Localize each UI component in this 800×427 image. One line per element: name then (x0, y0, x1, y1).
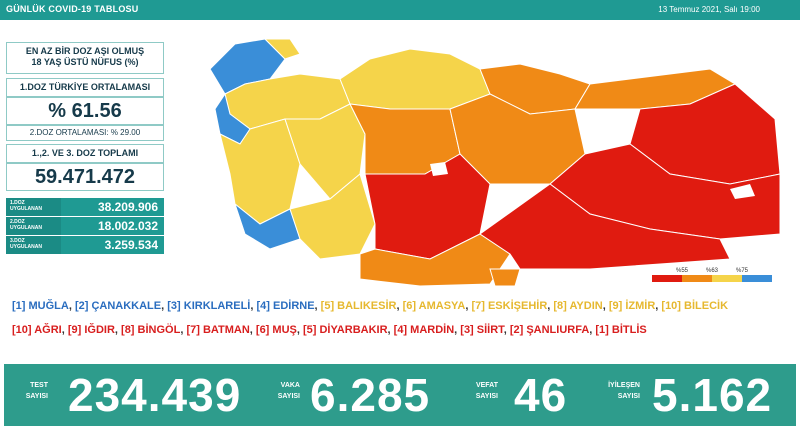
header-bar: GÜNLÜK COVID-19 TABLOSU 13 Temmuz 2021, … (0, 0, 800, 20)
worst-item: [10] AĞRI (12, 324, 62, 336)
map-region-van-lake (730, 184, 755, 199)
dose1-value: % 61.56 (48, 100, 122, 122)
test-label: TEST SAYISI (25, 382, 48, 400)
dose-row-label: 3.DOZ UYGULANAN (6, 236, 61, 254)
map-region-istanbul (263, 38, 301, 60)
worst-item: [8] BİNGÖL (121, 324, 181, 336)
panel-heading-line2: 18 YAŞ ÜSTÜ NÜFUS (%) (31, 57, 139, 67)
total-title-box: 1.,2. VE 3. DOZ TOPLAMI (6, 144, 164, 163)
worst-item: [3] SİİRT (460, 324, 504, 336)
legend-swatch-yellow (712, 275, 742, 282)
legend-swatch-blue (742, 275, 772, 282)
map-region-southeast (479, 183, 731, 270)
best-item: [9] İZMİR (608, 300, 656, 312)
death-count: 46 (514, 369, 568, 421)
dose2-average-box: 2.DOZ ORTALAMASI: % 29.00 (6, 125, 164, 141)
legend-swatch-red (652, 275, 682, 282)
best-item: [6] AMASYA (402, 300, 466, 312)
dose-row-label: 2.DOZ UYGULANAN (6, 217, 61, 235)
map-region-black-sea-west (339, 48, 491, 110)
recovered-count: 5.162 (652, 369, 773, 421)
worst-item: [2] ŞANLIURFA (509, 324, 590, 336)
worst-item: [1] BİTLİS (595, 324, 647, 336)
dose1-value-box: % 61.56 (6, 97, 164, 125)
map-region-aegean (219, 118, 301, 225)
worst-provinces-list: [10] AĞRI, [9] IĞDIR, [8] BİNGÖL, [7] BA… (12, 324, 647, 336)
dose-row: 1.DOZ UYGULANAN 38.209.906 (6, 198, 164, 216)
map-region-inner-west (284, 103, 366, 200)
map-region-hatay (489, 268, 521, 287)
dose-row-value: 38.209.906 (61, 198, 164, 216)
worst-item: [9] IĞDIR (67, 324, 115, 336)
total-value-box: 59.471.472 (6, 163, 164, 191)
worst-item: [6] MUŞ (255, 324, 297, 336)
test-count: 234.439 (68, 369, 242, 421)
dose-row: 2.DOZ UYGULANAN 18.002.032 (6, 217, 164, 235)
panel-heading-line1: EN AZ BİR DOZ AŞI OLMUŞ (25, 46, 145, 56)
legend-label: %55 (676, 268, 689, 274)
daily-stats-bar: TEST SAYISI 234.439 VAKA SAYISI 6.285 VEFA… (4, 364, 796, 426)
legend-swatch-orange (682, 275, 712, 282)
best-item: [10] BİLECİK (661, 300, 729, 312)
best-provinces-list: [1] MUĞLA, [2] ÇANAKKALE, [3] KIRKLARELİ… (12, 300, 729, 312)
total-title: 1.,2. VE 3. DOZ TOPLAMI (31, 148, 139, 158)
recovered-label: İYİLEŞEN SAYISI (608, 382, 640, 400)
worst-item: [4] MARDİN (393, 324, 455, 336)
ranking-lists: [1] MUĞLA, [2] ÇANAKKALE, [3] KIRKLARELİ… (12, 300, 792, 344)
worst-item: [5] DİYARBAKIR (302, 324, 388, 336)
map-legend: %55 %63 %75 (652, 263, 778, 290)
best-item: [1] MUĞLA (12, 300, 69, 312)
turkey-map-graphic (209, 38, 781, 287)
panel-heading-box: EN AZ BİR DOZ AŞI OLMUŞ 18 YAŞ ÜSTÜ NÜFU… (6, 42, 164, 74)
worst-item: [7] BATMAN (186, 324, 250, 336)
map-region-antalya (289, 173, 376, 260)
best-item: [5] BALIKESİR (320, 300, 397, 312)
best-item: [3] KIRKLARELİ (167, 300, 251, 312)
map-region-south-central (359, 233, 511, 287)
legend-label: %63 (706, 268, 719, 274)
case-count: 6.285 (310, 369, 431, 421)
best-item: [2] ÇANAKKALE (74, 300, 162, 312)
dose-row-label: 1.DOZ UYGULANAN (6, 198, 61, 216)
dose-row-value: 18.002.032 (61, 217, 164, 235)
death-label: VEFAT SAYISI (475, 382, 498, 400)
best-item: [4] EDİRNE (256, 300, 315, 312)
dose2-average: 2.DOZ ORTALAMASI: % 29.00 (29, 128, 141, 137)
header-date: 13 Temmuz 2021, Salı 19:00 (658, 5, 760, 14)
best-item: [7] ESKİŞEHİR (471, 300, 548, 312)
legend-scale: %55 %63 %75 (652, 268, 772, 282)
best-item: [8] AYDIN (553, 300, 603, 312)
dose1-title-box: 1.DOZ TÜRKİYE ORTALAMASI (6, 78, 164, 97)
legend-label: %75 (736, 268, 749, 274)
map-region-tuz-lake (430, 162, 448, 176)
vaccination-panel: EN AZ BİR DOZ AŞI OLMUŞ 18 YAŞ ÜSTÜ NÜFU… (6, 42, 164, 191)
dose1-title: 1.DOZ TÜRKİYE ORTALAMASI (19, 82, 151, 92)
dose-row: 3.DOZ UYGULANAN 3.259.534 (6, 236, 164, 254)
dose-row-value: 3.259.534 (61, 236, 164, 254)
total-value: 59.471.472 (34, 166, 136, 188)
case-label: VAKA SAYISI (277, 382, 300, 400)
dose-breakdown: 1.DOZ UYGULANAN 38.209.906 2.DOZ UYGULANAN… (6, 198, 164, 255)
page-title: GÜNLÜK COVID-19 TABLOSU (6, 4, 139, 14)
turkey-vaccination-map (190, 24, 790, 292)
